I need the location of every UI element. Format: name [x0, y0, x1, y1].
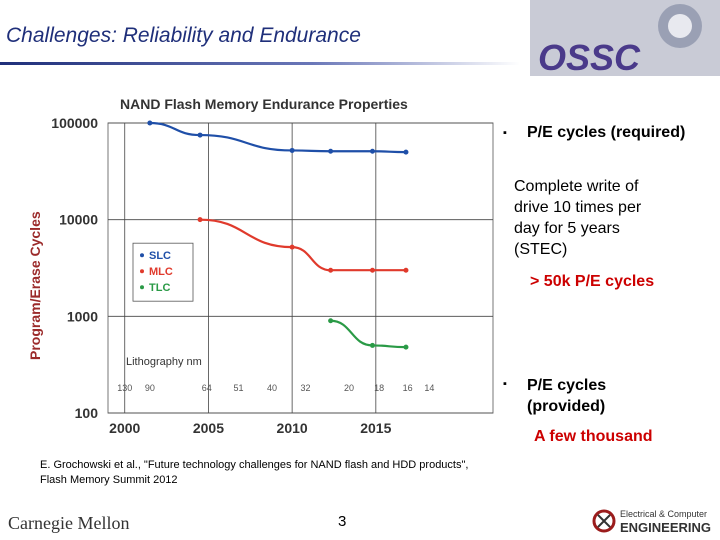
data-point-slc [289, 147, 295, 153]
legend-marker-mlc [140, 269, 144, 274]
logo-text: OSSC [538, 37, 641, 76]
body-line: Complete write of [514, 178, 639, 195]
data-point-tlc [328, 318, 334, 324]
chart-title: NAND Flash Memory Endurance Properties [120, 96, 408, 112]
lithography-tick-label: 20 [344, 383, 354, 393]
data-point-mlc [369, 267, 375, 273]
body-line: (STEC) [514, 241, 568, 258]
body-line: day for 5 years [514, 220, 620, 237]
y-tick-label: 10000 [59, 212, 98, 228]
x-tick-label: 2010 [277, 420, 308, 436]
ece-emblem-icon [592, 509, 616, 533]
data-point-slc [147, 120, 153, 126]
data-point-slc [369, 148, 375, 154]
page-number: 3 [338, 513, 347, 530]
university-logo: Carnegie Mellon [8, 513, 130, 533]
lithography-tick-label: 18 [374, 383, 384, 393]
data-point-slc [403, 149, 409, 155]
required-highlight: > 50k P/E cycles [530, 273, 655, 290]
legend-marker-tlc [140, 285, 144, 290]
lithography-tick-label: 32 [301, 383, 311, 393]
legend-marker-slc [140, 253, 144, 258]
lithography-tick-label: 64 [202, 383, 212, 393]
heading-line: (provided) [527, 398, 606, 415]
lithography-tick-label: 51 [234, 383, 244, 393]
ece-emblem-cross-icon [597, 514, 611, 528]
citation-line: E. Grochowski et al., "Future technology… [40, 459, 469, 471]
citation-line: Flash Memory Summit 2012 [40, 474, 178, 486]
x-tick-label: 2000 [109, 420, 140, 436]
body-line: drive 10 times per [514, 199, 642, 216]
legend-label-mlc: MLC [149, 266, 173, 278]
series-line-mlc [200, 218, 406, 272]
ossc-logo: OSSC [530, 0, 720, 76]
endurance-chart: NAND Flash Memory Endurance Properties P… [27, 96, 494, 436]
ece-logo: Electrical & Computer ENGINEERING [592, 509, 711, 535]
bullet-marker: ▪ [503, 127, 507, 139]
lithography-tick-label: 130 [117, 383, 132, 393]
citation: E. Grochowski et al., "Future technology… [40, 458, 468, 488]
legend-label-tlc: TLC [149, 282, 170, 294]
y-tick-label: 100 [75, 405, 99, 421]
lithography-tick-label: 40 [267, 383, 277, 393]
y-tick-label: 100000 [51, 115, 98, 131]
data-point-mlc [197, 217, 203, 223]
x-tick-label: 2015 [360, 420, 391, 436]
ece-line2: ENGINEERING [620, 520, 711, 535]
provided-highlight: A few thousand [534, 428, 653, 445]
ece-line1: Electrical & Computer [620, 509, 707, 519]
bullet-required-body: Complete write of drive 10 times per day… [514, 176, 641, 260]
lithography-label: Lithography nm [126, 356, 202, 368]
data-point-tlc [369, 342, 375, 348]
data-point-mlc [403, 267, 409, 273]
lithography-tick-label: 16 [403, 383, 413, 393]
data-point-mlc [328, 267, 334, 273]
heading-line: P/E cycles [527, 377, 607, 394]
bullet-marker: ▪ [503, 378, 507, 390]
lithography-tick-label: 90 [145, 383, 155, 393]
data-point-slc [197, 132, 203, 138]
x-tick-label: 2005 [193, 420, 224, 436]
data-point-slc [328, 148, 334, 154]
data-point-mlc [289, 244, 295, 250]
title-underline [0, 62, 520, 65]
y-axis-label: Program/Erase Cycles [27, 211, 43, 360]
slide-title: Challenges: Reliability and Endurance [6, 24, 361, 47]
bullet-provided-heading: P/E cycles (provided) [527, 375, 606, 417]
data-point-tlc [403, 344, 409, 350]
lithography-tick-label: 14 [424, 383, 434, 393]
y-tick-label: 1000 [67, 308, 98, 324]
bullet-required-heading: P/E cycles (required) [527, 124, 686, 141]
legend-label-slc: SLC [149, 250, 171, 262]
